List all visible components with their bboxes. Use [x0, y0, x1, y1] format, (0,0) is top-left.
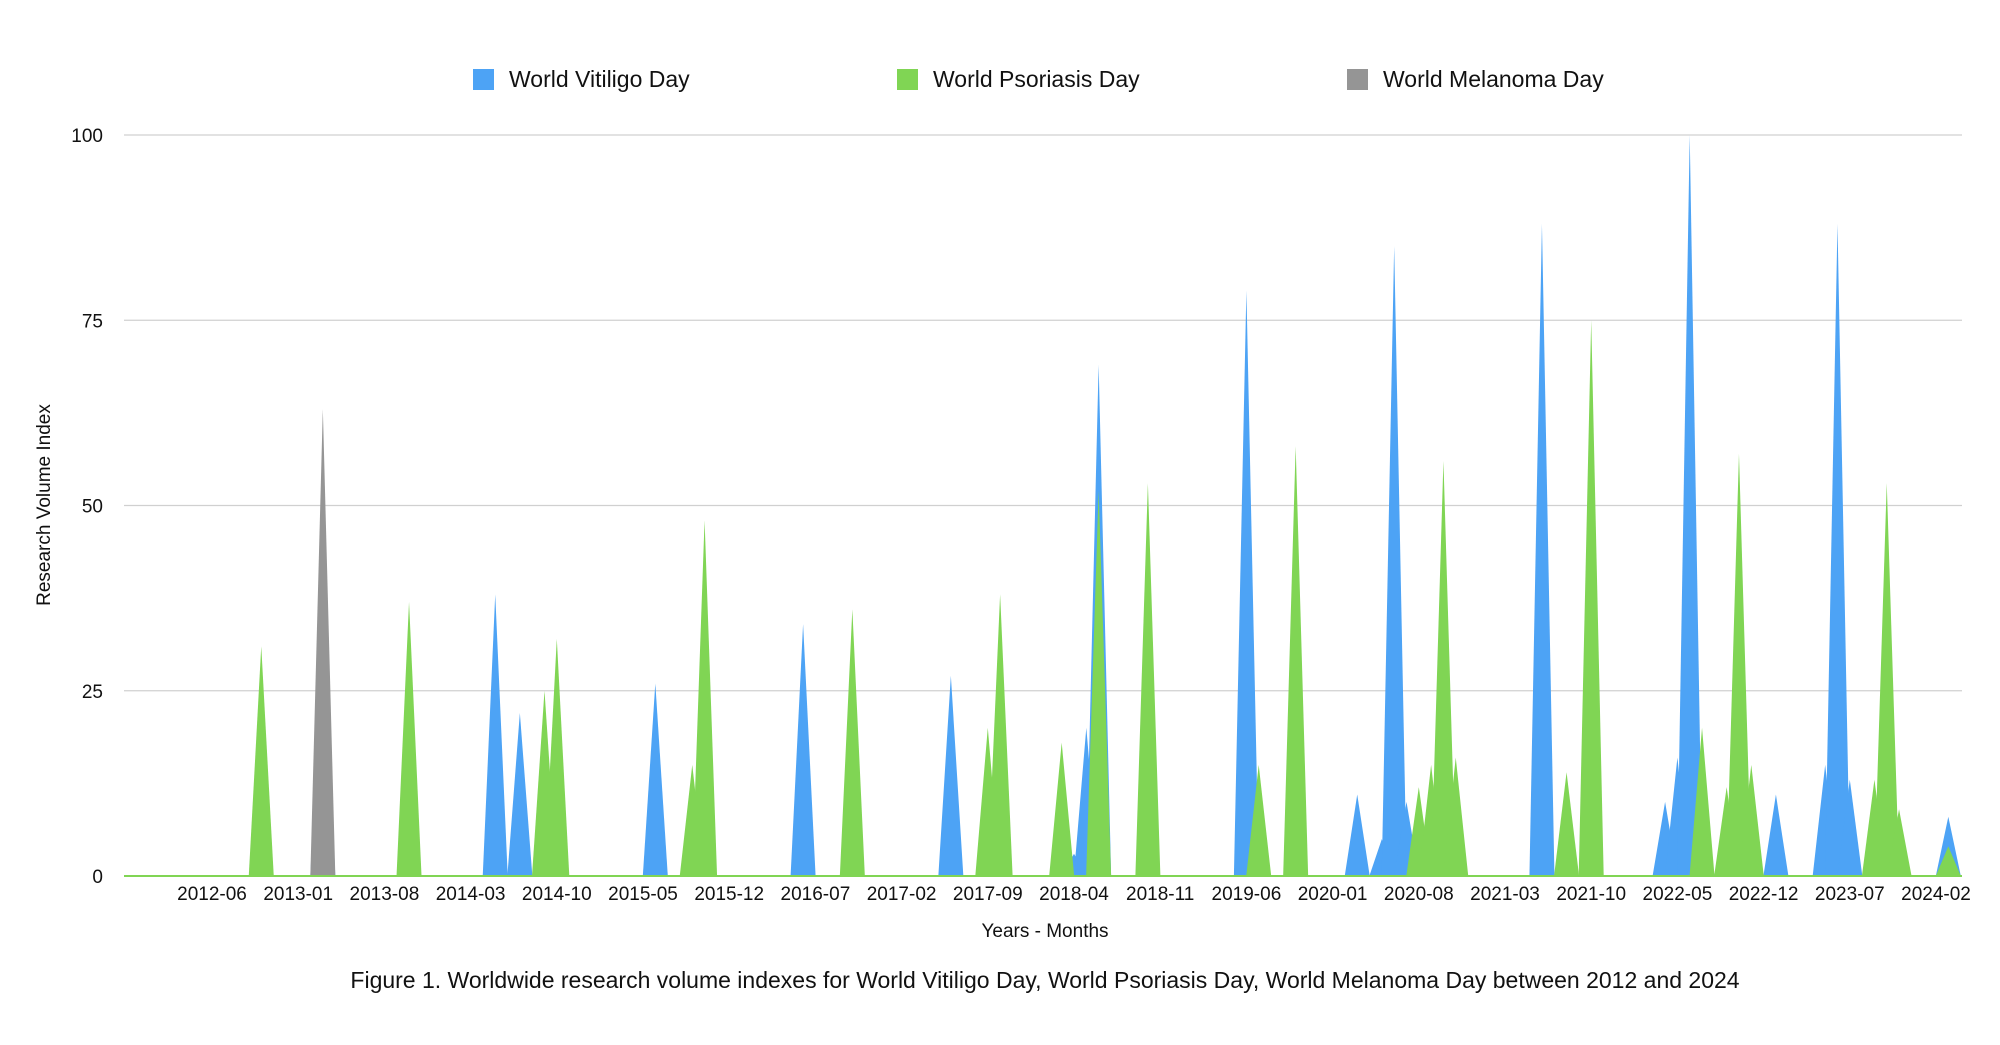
area-point	[1578, 320, 1604, 876]
gridlines	[124, 134, 1962, 692]
area-point	[1824, 223, 1850, 877]
x-tick-label: 2017-09	[953, 884, 1023, 905]
x-tick-label: 2021-03	[1470, 884, 1540, 905]
x-tick-label: 2020-01	[1298, 884, 1368, 905]
area-point	[1886, 809, 1912, 876]
series-3	[310, 409, 336, 876]
legend-swatch	[897, 69, 918, 90]
area-point	[938, 675, 964, 876]
area-point	[1430, 461, 1456, 876]
area-point	[1381, 246, 1407, 876]
figure-caption: Figure 1. Worldwide research volume inde…	[350, 967, 1739, 993]
y-tick-label: 50	[82, 497, 103, 518]
x-axis-title: Years - Months	[981, 921, 1108, 942]
area-point	[1135, 483, 1161, 876]
area-point	[987, 594, 1013, 876]
area-point	[1049, 742, 1075, 876]
x-tick-label: 2023-07	[1815, 884, 1885, 905]
x-tick-label: 2016-07	[781, 884, 851, 905]
area-point	[839, 609, 865, 876]
area-point	[1935, 846, 1961, 876]
area-point	[1726, 453, 1752, 876]
area-point	[1344, 794, 1370, 876]
area-point	[692, 520, 718, 876]
y-tick-label: 0	[92, 867, 103, 888]
x-tick-label: 2018-11	[1126, 884, 1194, 905]
area-point	[642, 683, 668, 876]
x-tick-label: 2015-12	[694, 884, 764, 905]
area-point	[396, 601, 422, 876]
area-point	[248, 646, 274, 876]
chart-legend: World Vitiligo Day World Psoriasis Day Wor…	[473, 66, 1604, 92]
area-point	[310, 409, 336, 876]
area-point	[544, 638, 570, 876]
x-tick-label: 2021-10	[1556, 884, 1626, 905]
area-point	[1283, 446, 1309, 876]
area-point	[1763, 794, 1789, 876]
legend-swatch	[473, 69, 494, 90]
x-tick-label: 2012-06	[177, 884, 247, 905]
legend-label: World Vitiligo Day	[509, 66, 690, 92]
x-tick-label: 2014-03	[436, 884, 506, 905]
area-point	[1874, 483, 1900, 876]
y-tick-label: 100	[71, 126, 103, 147]
x-tick-label: 2020-08	[1384, 884, 1454, 905]
x-tick-label: 2018-04	[1039, 884, 1109, 905]
area-point	[1086, 490, 1112, 876]
area-point	[1837, 779, 1863, 876]
plot-areas	[248, 135, 1961, 877]
area-point	[507, 712, 533, 876]
x-tick-label: 2019-06	[1212, 884, 1282, 905]
area-point	[1443, 757, 1469, 876]
x-tick-label: 2017-02	[867, 884, 937, 905]
area-point	[1738, 764, 1764, 876]
area-point	[1554, 772, 1580, 876]
x-tick-label: 2014-10	[522, 884, 592, 905]
x-tick-label: 2022-12	[1729, 884, 1799, 905]
series-2	[248, 320, 1961, 876]
y-axis-title: Research Volume Index	[34, 404, 55, 606]
legend-swatch	[1347, 69, 1368, 90]
x-tick-label: 2022-05	[1643, 884, 1713, 905]
x-tick-label: 2024-02	[1901, 884, 1971, 905]
legend-label: World Melanoma Day	[1383, 66, 1604, 92]
y-axis-ticks: 0 25 50 75 100	[71, 126, 103, 888]
legend-label: World Psoriasis Day	[933, 66, 1140, 92]
area-point	[1246, 764, 1272, 876]
area-point	[482, 594, 508, 876]
x-axis-ticks: 2012-06 2013-01 2013-08 2014-03 2014-10 2015-…	[177, 884, 1971, 905]
area-point	[1529, 223, 1555, 877]
x-tick-label: 2013-01	[263, 884, 333, 905]
area-point	[790, 624, 816, 876]
y-tick-label: 75	[82, 311, 103, 332]
x-tick-label: 2013-08	[350, 884, 420, 905]
area-point	[1233, 290, 1259, 876]
area-point	[1677, 135, 1703, 876]
x-tick-label: 2015-05	[608, 884, 678, 905]
area-point	[1689, 727, 1715, 876]
y-tick-label: 25	[82, 682, 103, 703]
